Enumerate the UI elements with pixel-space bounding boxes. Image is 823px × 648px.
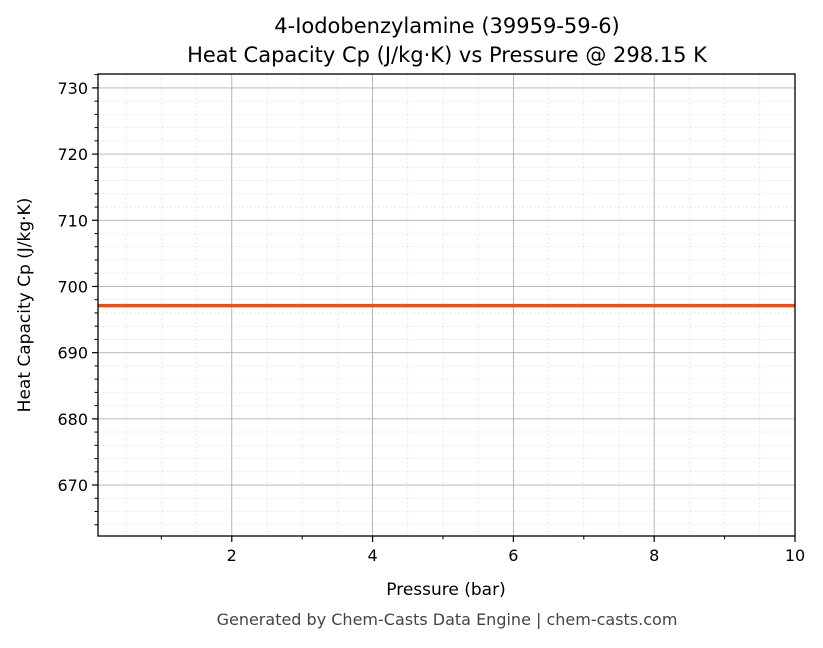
y-tick-label: 720 — [57, 145, 88, 164]
x-tick-label: 10 — [785, 546, 805, 565]
chart-title-line1: 4-Iodobenzylamine (39959-59-6) — [274, 14, 620, 38]
y-tick-label: 730 — [57, 79, 88, 98]
y-tick-label: 700 — [57, 277, 88, 296]
x-tick-label: 6 — [508, 546, 518, 565]
y-tick-label: 680 — [57, 410, 88, 429]
x-tick-label: 2 — [227, 546, 237, 565]
y-axis-label: Heat Capacity Cp (J/kg·K) — [15, 198, 35, 413]
x-tick-label: 4 — [367, 546, 377, 565]
x-tick-label: 8 — [649, 546, 659, 565]
y-tick-label: 710 — [57, 211, 88, 230]
ticks: 2 4 6 8 10 670 680 690 700 710 720 730 — [57, 74, 805, 565]
grid — [98, 74, 796, 536]
footer: Generated by Chem-Casts Data Engine | ch… — [217, 610, 678, 629]
y-tick-label: 670 — [57, 476, 88, 495]
plot-frame — [97, 73, 796, 537]
chart-title-line2: Heat Capacity Cp (J/kg·K) vs Pressure @ … — [187, 43, 708, 67]
y-tick-label: 690 — [57, 344, 88, 363]
x-axis-label: Pressure (bar) — [386, 580, 505, 600]
